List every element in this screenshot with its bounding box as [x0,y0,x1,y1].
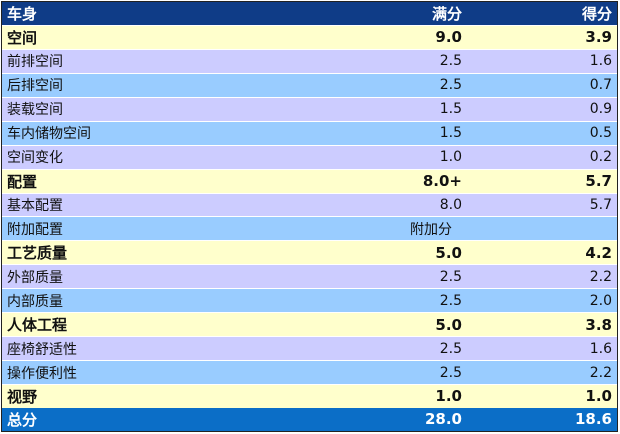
row-label: 内部质量 [7,293,63,310]
table-row: 后排空间 2.5 0.7 [2,73,617,98]
category-row: 人体工程 5.0 3.8 [2,313,617,338]
row-score: 4.2 [585,243,612,262]
table-row: 附加配置 附加分 [2,217,617,242]
row-full-score: 1.5 [439,125,462,142]
table-header-row: 车身 满分 得分 [2,2,617,26]
row-score: 1.6 [589,340,612,357]
row-score: 5.7 [589,196,612,213]
row-full-score: 附加分 [410,221,452,238]
category-row: 工艺质量 5.0 4.2 [2,241,617,266]
row-full-score: 8.0 [439,196,462,213]
table-row: 内部质量 2.5 2.0 [2,289,617,314]
category-row: 空间 9.0 3.9 [2,25,617,50]
row-score: 5.7 [585,172,612,191]
row-label: 操作便利性 [7,365,77,382]
row-score: 2.2 [589,364,612,381]
row-label: 视野 [7,387,38,406]
row-label: 附加配置 [7,221,63,238]
table-row: 空间变化 1.0 0.2 [2,145,617,170]
category-row: 视野 1.0 1.0 [2,385,617,408]
row-score: 0.2 [589,149,612,166]
table-row: 基本配置 8.0 5.7 [2,193,617,218]
row-score: 1.0 [585,387,612,406]
row-label: 空间变化 [7,150,63,167]
table-row: 外部质量 2.5 2.2 [2,265,617,290]
row-full-score: 1.5 [439,101,462,118]
row-label: 车内储物空间 [7,126,91,143]
row-full-score: 9.0 [435,28,462,47]
row-full-score: 5.0 [435,243,462,262]
table-row: 座椅舒适性 2.5 1.6 [2,337,617,362]
row-score: 0.5 [589,125,612,142]
row-score: 2.0 [589,292,612,309]
header-category: 车身 [7,4,38,23]
row-label: 基本配置 [7,197,63,214]
row-full-score: 2.5 [439,53,462,70]
header-score: 得分 [581,4,612,23]
row-label: 装载空间 [7,102,63,119]
total-row: 总分 28.0 18.6 [2,407,617,431]
row-full-score: 2.5 [439,77,462,94]
table-row: 装载空间 1.5 0.9 [2,97,617,122]
total-full-score: 28.0 [424,410,462,429]
row-full-score: 8.0+ [422,172,462,191]
table-row: 前排空间 2.5 1.6 [2,49,617,74]
row-label: 前排空间 [7,54,63,71]
row-full-score: 2.5 [439,340,462,357]
row-score: 1.6 [589,53,612,70]
row-full-score: 2.5 [439,364,462,381]
category-row: 配置 8.0+ 5.7 [2,169,617,194]
row-score: 3.9 [585,28,612,47]
row-label: 人体工程 [7,316,68,335]
row-full-score: 2.5 [439,268,462,285]
table-row: 车内储物空间 1.5 0.5 [2,121,617,146]
row-label: 工艺质量 [7,244,68,263]
total-score: 18.6 [574,410,612,429]
row-score: 0.9 [589,101,612,118]
row-score: 0.7 [589,77,612,94]
row-full-score: 2.5 [439,292,462,309]
row-label: 空间 [7,28,38,47]
row-label: 配置 [7,172,38,191]
table-row: 操作便利性 2.5 2.2 [2,361,617,385]
row-full-score: 1.0 [439,149,462,166]
row-label: 座椅舒适性 [7,341,77,358]
row-label: 外部质量 [7,269,63,286]
row-score: 3.8 [585,315,612,334]
header-full-score: 满分 [431,4,462,23]
total-label: 总分 [7,410,38,429]
row-full-score: 1.0 [435,387,462,406]
row-score: 2.2 [589,268,612,285]
row-full-score: 5.0 [435,315,462,334]
row-label: 后排空间 [7,78,63,95]
